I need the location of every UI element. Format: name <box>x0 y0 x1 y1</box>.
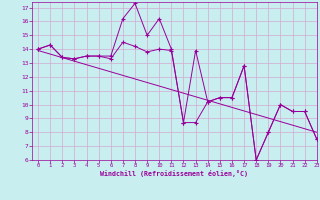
X-axis label: Windchill (Refroidissement éolien,°C): Windchill (Refroidissement éolien,°C) <box>100 170 248 177</box>
